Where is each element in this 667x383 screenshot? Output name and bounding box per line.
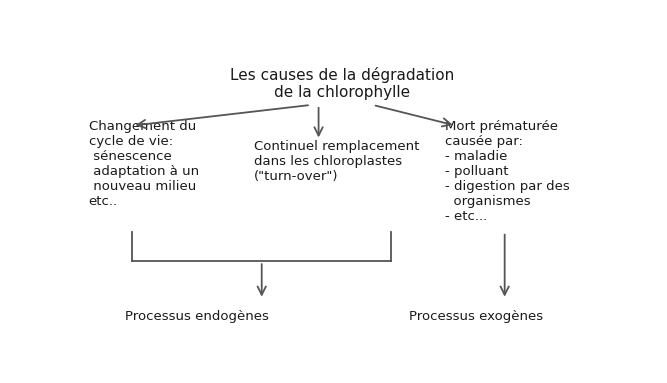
Text: Processus exogènes: Processus exogènes: [409, 310, 544, 323]
Text: Processus endogènes: Processus endogènes: [125, 310, 269, 323]
Text: Continuel remplacement
dans les chloroplastes
("turn-over"): Continuel remplacement dans les chloropl…: [254, 140, 420, 183]
Text: Changement du
cycle de vie:
 sénescence
 adaptation à un
 nouveau milieu
etc..: Changement du cycle de vie: sénescence a…: [89, 119, 199, 208]
Text: Les causes de la dégradation
de la chlorophylle: Les causes de la dégradation de la chlor…: [229, 67, 454, 100]
Text: Mort prématurée
causée par:
- maladie
- polluant
- digestion par des
  organisme: Mort prématurée causée par: - maladie - …: [446, 119, 570, 223]
